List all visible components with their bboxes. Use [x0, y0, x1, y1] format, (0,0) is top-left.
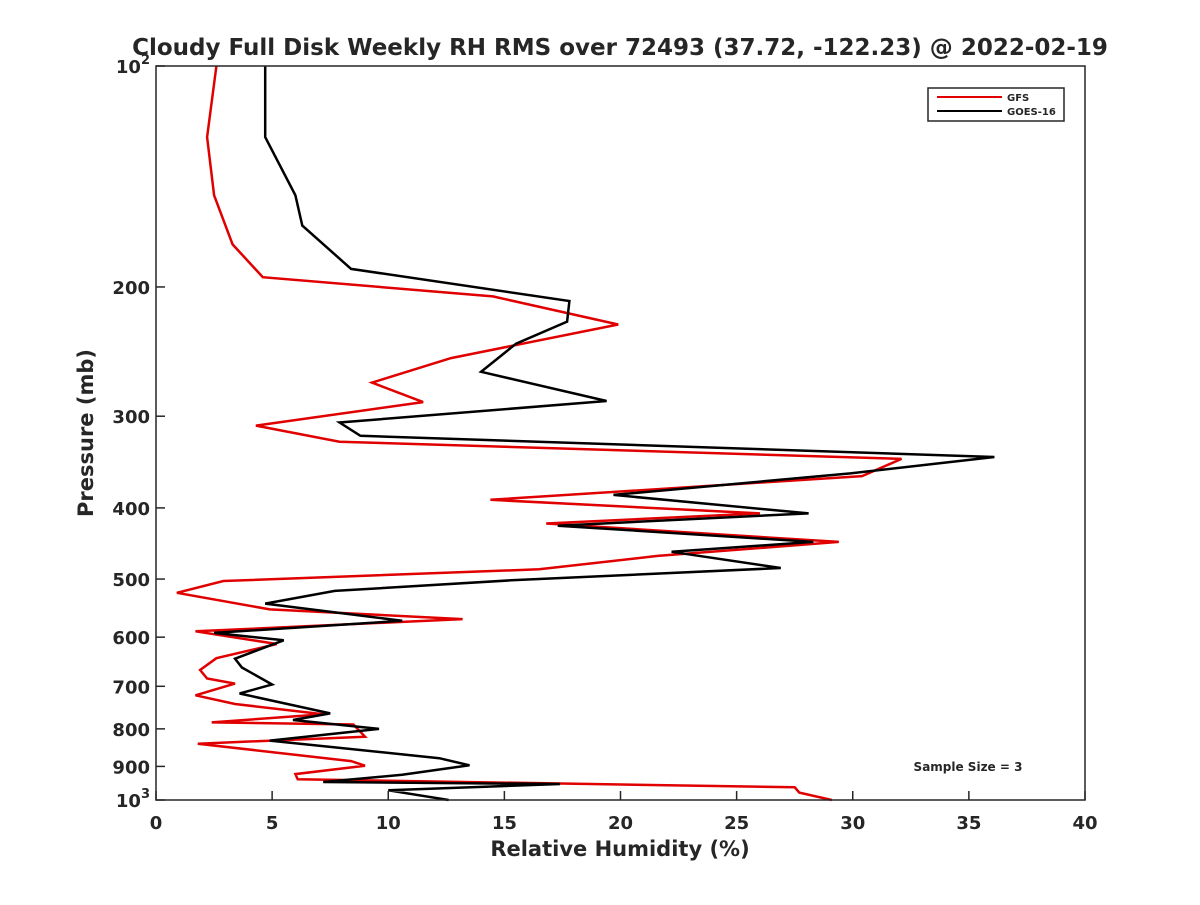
- x-tick-label: 15: [492, 813, 517, 834]
- x-tick-label: 5: [266, 813, 279, 834]
- legend-box: [927, 87, 1065, 122]
- legend-label-gfs: GFS: [1007, 93, 1029, 104]
- y-tick-label: 500: [112, 570, 150, 591]
- y-tick-label: 102: [116, 53, 150, 78]
- x-tick-label: 30: [840, 813, 865, 834]
- y-axis-ticks: 102 200 300 400 500 600 700 800 900 103: [112, 53, 165, 812]
- x-axis-ticks: 0 5 10 15 20 25 30 35 40: [150, 791, 1098, 834]
- x-axis-label: Relative Humidity (%): [490, 837, 749, 861]
- y-tick-label: 800: [112, 720, 150, 741]
- y-tick-label: 300: [112, 407, 150, 428]
- x-tick-label: 35: [956, 813, 981, 834]
- y-tick-label: 200: [112, 278, 150, 299]
- x-tick-label: 25: [724, 813, 749, 834]
- y-tick-label: 103: [116, 787, 150, 812]
- series-line-gfs: [176, 65, 902, 802]
- chart-title: Cloudy Full Disk Weekly RH RMS over 7249…: [132, 35, 1108, 61]
- x-tick-label: 0: [150, 813, 163, 834]
- y-axis-label: Pressure (mb): [74, 349, 98, 517]
- legend: GFS GOES-16: [927, 87, 1065, 122]
- y-tick-label: 700: [112, 677, 150, 698]
- x-tick-label: 40: [1072, 813, 1097, 834]
- x-tick-label: 20: [608, 813, 633, 834]
- legend-label-goes-16: GOES-16: [1007, 107, 1056, 118]
- y-tick-label: 900: [112, 757, 150, 778]
- y-tick-label: 400: [112, 499, 150, 520]
- x-tick-label: 10: [376, 813, 401, 834]
- plot-area: [176, 65, 995, 802]
- sample-size-annotation: Sample Size = 3: [914, 760, 1023, 774]
- y-tick-label: 600: [112, 628, 150, 649]
- series-line-goes-16: [213, 66, 995, 802]
